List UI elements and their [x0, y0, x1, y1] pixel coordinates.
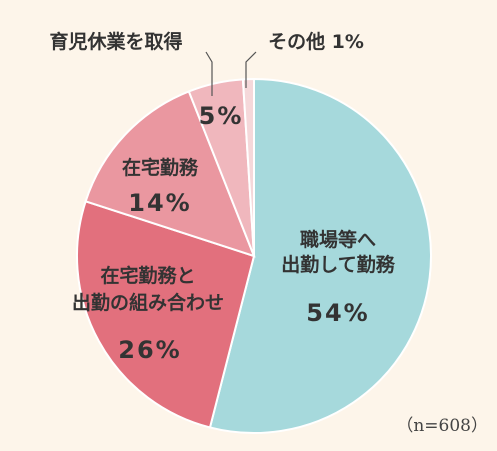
slice-label-2-line-1: 在宅勤務と: [100, 264, 195, 287]
slice-label-3-line-1: 在宅勤務: [122, 156, 199, 179]
slice-label-4-line-1: 育児休業を取得: [49, 30, 182, 53]
slice-label-2-line-2: 出勤の組み合わせ: [72, 291, 224, 314]
pie-slice-5: [241, 77, 255, 257]
slice-label-1-line-2: 出勤して勤務: [281, 253, 395, 276]
pie-slice-2: [76, 200, 256, 429]
slice-label-1-line-1: 職場等へ: [300, 228, 376, 251]
slice-label-5-line-1: その他 1%: [268, 30, 364, 53]
sample-size-label: （n=608）: [396, 416, 488, 436]
slice-value-label-2: 26%: [118, 336, 181, 364]
pie-slice-1: [208, 77, 432, 434]
leader-line-4: [205, 51, 213, 96]
slice-value-label-3: 14%: [128, 189, 191, 217]
slice-value-label-4: 5%: [199, 102, 244, 130]
leader-line-5: [245, 51, 257, 88]
slice-value-label-1: 54%: [306, 299, 369, 327]
pie-slice-3: [84, 90, 256, 258]
